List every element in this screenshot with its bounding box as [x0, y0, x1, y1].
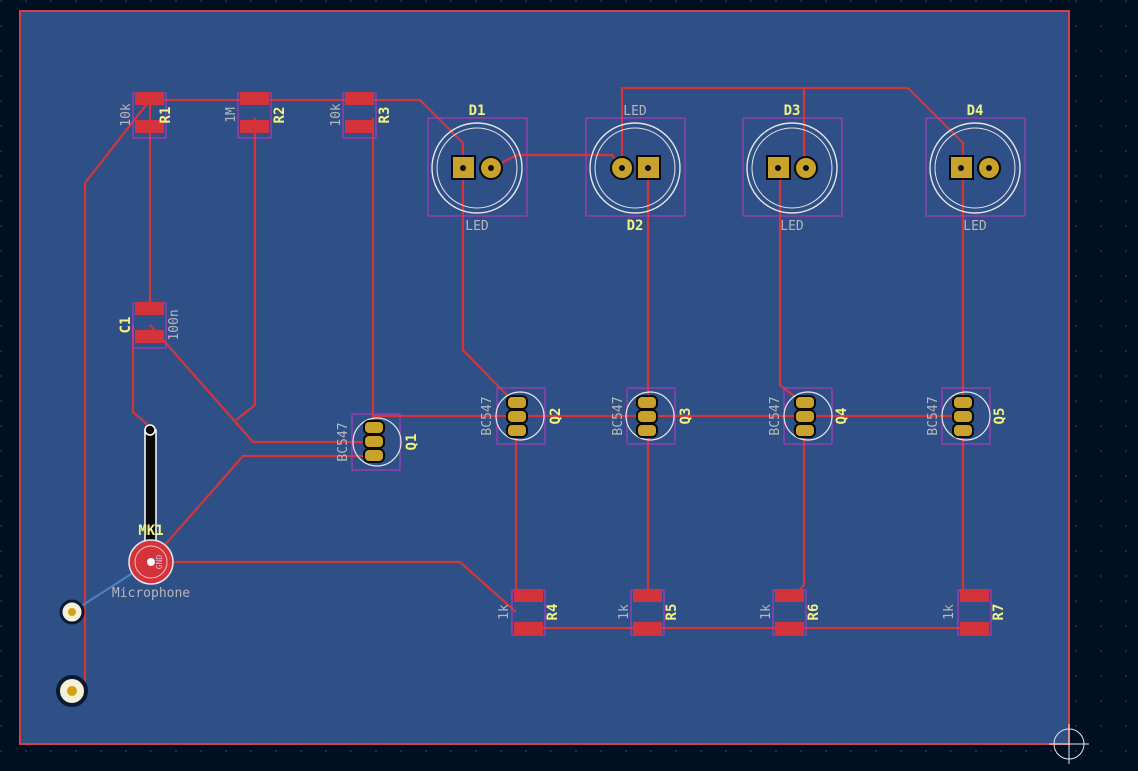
- label: R7: [991, 604, 1007, 621]
- led-D2[interactable]: LED D2: [585, 104, 686, 234]
- label: C1: [118, 317, 134, 334]
- track[interactable]: [150, 560, 517, 613]
- label: Q4: [834, 408, 850, 425]
- origin-crosshair-icon: [1049, 724, 1089, 764]
- label: R3: [377, 107, 393, 124]
- resistor-R7[interactable]: R7 1k: [942, 589, 1007, 636]
- label: Q3: [678, 408, 694, 425]
- label: R6: [806, 604, 822, 621]
- track[interactable]: [620, 86, 965, 168]
- value-label: BC547: [926, 396, 941, 435]
- microphone-MK1[interactable]: GND MK1 Microphone: [112, 523, 190, 601]
- value-label: LED: [623, 104, 647, 119]
- value-label: LED: [465, 219, 489, 234]
- transistor-Q5[interactable]: Q5 BC547: [926, 387, 1008, 445]
- resistor-R6[interactable]: R6 1k: [759, 589, 822, 636]
- label: Q5: [992, 408, 1008, 425]
- value-label: 10k: [329, 103, 344, 127]
- track[interactable]: [235, 118, 257, 421]
- resistor-R5[interactable]: R5 1k: [617, 589, 680, 636]
- transistor-Q2[interactable]: Q2 BC547: [480, 387, 564, 445]
- pad-label: GND: [155, 555, 164, 570]
- track[interactable]: [149, 454, 373, 563]
- resistor-R4[interactable]: R4 1k: [497, 589, 561, 636]
- value-label: 1k: [617, 604, 632, 620]
- value-label: 1k: [497, 604, 512, 620]
- resistor-R3[interactable]: R3 10k: [329, 92, 393, 139]
- label: D2: [627, 218, 644, 234]
- value-label: 1M: [224, 107, 239, 123]
- value-label: BC547: [336, 422, 351, 461]
- value-label: 1k: [942, 604, 957, 620]
- value-label: BC547: [611, 396, 626, 435]
- track[interactable]: [461, 168, 517, 405]
- transistor-Q4[interactable]: Q4 BC547: [768, 387, 850, 445]
- led-D4[interactable]: D4 LED: [925, 103, 1026, 234]
- resistor-R1[interactable]: R1 10k: [119, 92, 174, 139]
- value-label: LED: [780, 219, 804, 234]
- value-label: LED: [963, 219, 987, 234]
- power-pads[interactable]: [56, 599, 88, 707]
- transistor-Q1[interactable]: Q1 BC547: [336, 413, 420, 471]
- value-label: 10k: [119, 103, 134, 127]
- track[interactable]: [131, 325, 151, 428]
- track[interactable]: [149, 324, 373, 444]
- copper-tracks: [83, 86, 975, 683]
- track[interactable]: [83, 99, 151, 683]
- value-label: 1k: [759, 604, 774, 620]
- label: D4: [967, 103, 984, 119]
- value-label: 100n: [167, 309, 182, 340]
- value-label: BC547: [480, 396, 495, 435]
- label: Q1: [404, 434, 420, 451]
- resistor-R2[interactable]: R2 1M: [224, 92, 288, 139]
- transistor-Q3[interactable]: Q3 BC547: [611, 387, 694, 445]
- label: MK1: [138, 523, 163, 539]
- led-D1[interactable]: D1 LED: [427, 103, 528, 234]
- label: D3: [784, 103, 801, 119]
- value-label: Microphone: [112, 586, 190, 601]
- label: R5: [664, 604, 680, 621]
- value-label: BC547: [768, 396, 783, 435]
- label: R4: [545, 604, 561, 621]
- label: Q2: [548, 408, 564, 425]
- label: R2: [272, 107, 288, 124]
- label: R1: [158, 107, 174, 124]
- label: D1: [469, 103, 486, 119]
- wire-jumper[interactable]: [144, 424, 157, 556]
- led-D3[interactable]: D3 LED: [742, 103, 843, 234]
- capacitor-C1[interactable]: C1 100n: [118, 302, 182, 349]
